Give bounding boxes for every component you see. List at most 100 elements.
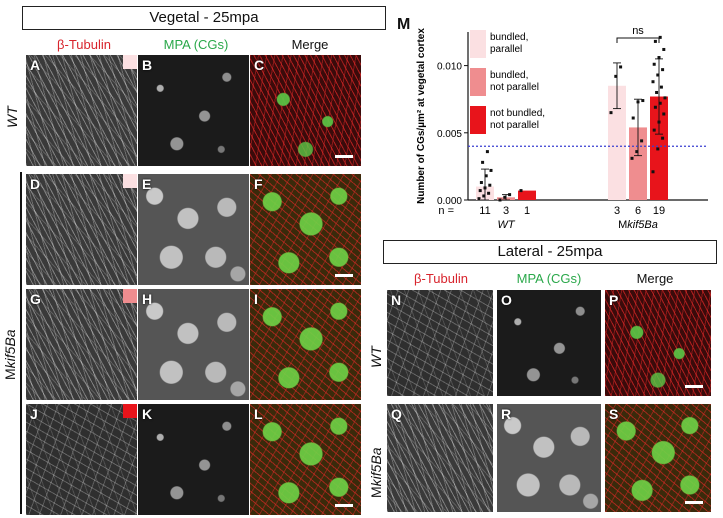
- data-point: [485, 150, 489, 154]
- data-point: [662, 112, 666, 116]
- panel-q: Q: [387, 404, 493, 512]
- data-point: [652, 128, 656, 132]
- row-swatch: [123, 404, 137, 418]
- y-tick-label: 0.000: [437, 196, 462, 207]
- data-point: [656, 147, 660, 151]
- panel-letter: P: [609, 292, 619, 308]
- panel-o: O: [497, 290, 601, 396]
- scale-bar: [335, 274, 353, 277]
- data-point: [488, 183, 492, 187]
- lateral-title: Lateral - 25mpa: [383, 240, 717, 264]
- vegetal-col-mpa: MPA (CGs): [163, 37, 229, 52]
- significance-bracket: [616, 37, 660, 43]
- data-point: [483, 186, 487, 190]
- data-point: [631, 116, 635, 120]
- data-point: [614, 74, 618, 78]
- panel-a: A: [26, 55, 137, 166]
- data-point: [655, 90, 659, 94]
- panel-p: P: [605, 290, 711, 396]
- panel-letter: I: [254, 291, 258, 307]
- vegetal-col-merge: Merge: [291, 37, 329, 52]
- data-point: [482, 194, 486, 198]
- y-axis-label: Number of CGs/µm² at vegetal cortex: [416, 28, 427, 204]
- data-point: [489, 168, 493, 172]
- panel-letter: B: [142, 57, 153, 73]
- panel-h: H: [138, 289, 249, 400]
- legend-swatch: [470, 30, 486, 58]
- panel-letter: R: [501, 406, 512, 422]
- panel-c: C: [250, 55, 361, 166]
- panel-letter: G: [30, 291, 41, 307]
- panel-i: I: [250, 289, 361, 400]
- data-point: [653, 39, 657, 43]
- data-point: [652, 62, 656, 66]
- scale-bar: [335, 155, 353, 158]
- y-tick-label: 0.005: [437, 129, 462, 140]
- legend-swatch: [470, 68, 486, 96]
- n-label: 11: [479, 205, 490, 217]
- vegetal-row-label-wt: WT: [4, 106, 20, 128]
- panel-j: J: [26, 404, 137, 515]
- data-point: [661, 136, 665, 140]
- panel-b: B: [138, 55, 249, 166]
- bar: [608, 85, 626, 200]
- panel-k: K: [138, 404, 249, 515]
- data-point: [635, 150, 639, 154]
- data-point: [519, 189, 523, 193]
- data-point: [481, 160, 485, 164]
- data-point: [651, 170, 655, 174]
- legend-label: bundled, parallel: [490, 32, 528, 55]
- y-tick-label: 0.010: [437, 62, 462, 73]
- panel-letter: J: [30, 406, 38, 422]
- panel-letter: C: [254, 57, 265, 73]
- row-swatch: [123, 289, 137, 303]
- n-label: 1: [524, 205, 530, 217]
- panel-letter: A: [30, 57, 41, 73]
- n-label: 3: [503, 205, 509, 217]
- data-point: [508, 193, 512, 197]
- scale-bar: [685, 385, 703, 388]
- data-point: [503, 195, 507, 199]
- n-label: 3: [614, 205, 620, 217]
- lateral-col-mpa: MPA (CGs): [516, 271, 582, 286]
- group-label: WT: [497, 219, 515, 231]
- panel-d: D: [26, 174, 137, 285]
- n-label: 19: [653, 205, 665, 217]
- scale-bar: [685, 501, 703, 504]
- panel-e: E: [138, 174, 249, 285]
- scale-bar: [335, 504, 353, 507]
- data-point: [658, 35, 662, 39]
- data-point: [609, 111, 613, 115]
- data-point: [653, 105, 657, 109]
- data-point: [479, 181, 483, 185]
- data-point: [659, 85, 663, 89]
- lateral-row-label-wt: WT: [368, 346, 384, 368]
- data-point: [478, 189, 482, 193]
- data-point: [498, 198, 502, 202]
- panel-letter: N: [391, 292, 402, 308]
- data-point: [636, 100, 640, 104]
- bar: [629, 127, 647, 200]
- data-point: [661, 68, 665, 72]
- row-swatch: [123, 55, 137, 69]
- n-label: 6: [635, 205, 641, 217]
- panel-r: R: [497, 404, 601, 512]
- data-point: [640, 139, 644, 143]
- panel-letter: S: [609, 406, 619, 422]
- data-point: [630, 156, 634, 160]
- bar: [518, 190, 536, 200]
- data-point: [651, 80, 655, 84]
- panel-letter: L: [254, 406, 263, 422]
- panel-letter: F: [254, 176, 263, 192]
- data-point: [657, 56, 661, 60]
- panel-letter: O: [501, 292, 512, 308]
- cg-density-chart: 0.000 0.005 0.010 Number of CGs/µm² at vege…: [416, 25, 708, 231]
- lateral-col-merge: Merge: [636, 271, 674, 286]
- n-prefix: n =: [438, 205, 454, 217]
- data-point: [641, 99, 645, 103]
- data-point: [484, 174, 488, 178]
- panel-letter: H: [142, 291, 153, 307]
- vegetal-title: Vegetal - 25mpa: [22, 6, 386, 30]
- row-swatch: [123, 174, 137, 188]
- group-bracket: [20, 172, 22, 514]
